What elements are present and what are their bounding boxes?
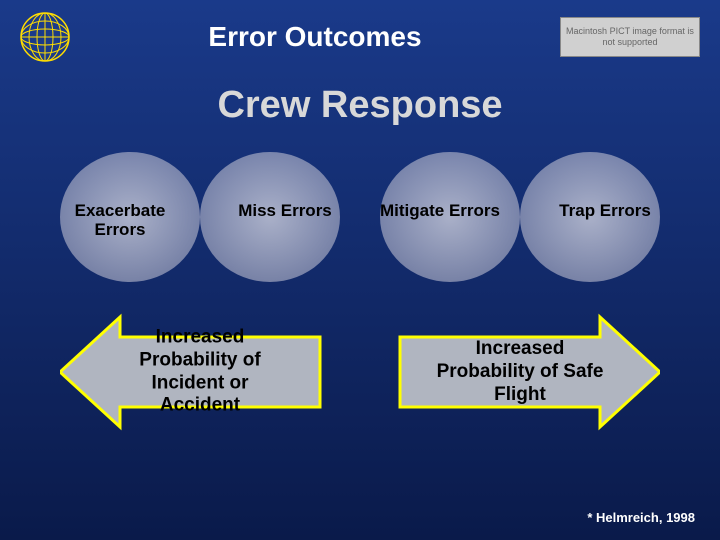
- header: Error Outcomes Macintosh PICT image form…: [0, 0, 720, 74]
- venn-container: Exacerbate Errors Miss Errors Mitigate E…: [0, 152, 720, 282]
- arrow-left-text: Increased Probability of Incident or Acc…: [110, 326, 290, 417]
- label-trap: Trap Errors: [545, 202, 665, 221]
- subtitle: Crew Response: [0, 84, 720, 127]
- arrow-right-text: Increased Probability of Safe Flight: [430, 338, 610, 406]
- label-exacerbate: Exacerbate Errors: [60, 202, 180, 239]
- arrows-container: Increased Probability of Incident or Acc…: [0, 307, 720, 437]
- globe-icon: [20, 12, 70, 62]
- page-title: Error Outcomes: [70, 21, 560, 53]
- venn-left-pair: Exacerbate Errors Miss Errors: [60, 152, 340, 282]
- venn-right-pair: Mitigate Errors Trap Errors: [380, 152, 660, 282]
- arrow-left: Increased Probability of Incident or Acc…: [60, 307, 340, 437]
- citation: * Helmreich, 1998: [587, 510, 695, 525]
- pict-placeholder: Macintosh PICT image format is not suppo…: [560, 17, 700, 57]
- label-mitigate: Mitigate Errors: [380, 202, 500, 221]
- arrow-right: Increased Probability of Safe Flight: [380, 307, 660, 437]
- label-miss: Miss Errors: [225, 202, 345, 221]
